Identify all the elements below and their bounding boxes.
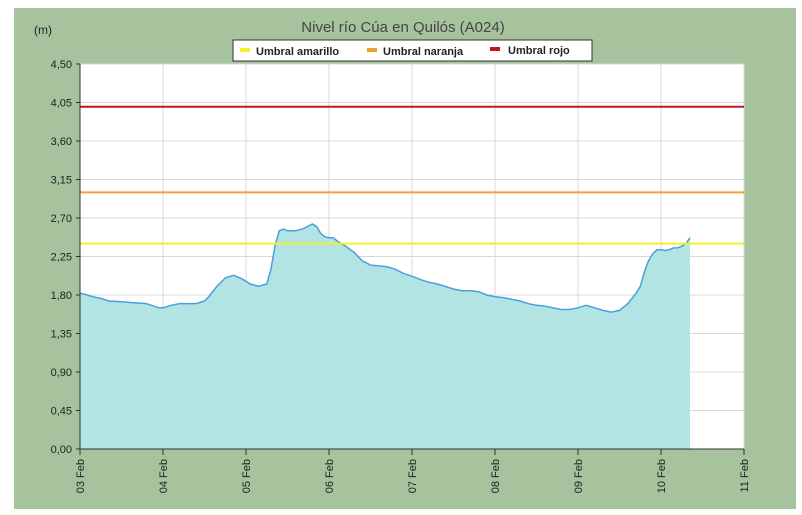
y-tick-label: 3,15	[51, 175, 72, 187]
y-tick-label: 0,90	[51, 367, 72, 379]
legend-swatch-naranja	[367, 48, 377, 52]
x-tick-labels: 03 Feb 04 Feb 05 Feb 06 Feb 07 Feb 08 Feb 09 F…	[75, 459, 751, 493]
legend-label-rojo: Umbral rojo	[508, 45, 570, 57]
y-axis-label: (m)	[34, 23, 52, 37]
legend-box	[232, 39, 593, 62]
x-tick-label: 03 Feb	[75, 459, 87, 493]
chart-title: Nivel río Cúa en Quilós (A024)	[301, 19, 504, 36]
level-line	[79, 223, 691, 313]
legend-swatch-rojo	[490, 47, 500, 51]
x-tick-label: 10 Feb	[656, 459, 668, 493]
x-tick-label: 07 Feb	[407, 459, 419, 493]
x-tick-label: 08 Feb	[490, 459, 502, 493]
y-tick-label: 3,60	[51, 136, 72, 148]
y-tick-label: 4,05	[51, 98, 72, 110]
y-tick-labels: 0,00 0,45 0,90 1,35 1,80 2,25 2,70 3,15 3,60 4,05…	[51, 59, 72, 456]
legend-swatch-amarillo	[240, 48, 250, 52]
x-tick-label: 05 Feb	[241, 459, 253, 493]
axes	[76, 63, 745, 455]
y-tick-label: 1,35	[51, 329, 72, 341]
y-tick-label: 2,70	[51, 213, 72, 225]
level-area-fill	[80, 224, 690, 449]
threshold-lines	[80, 105, 744, 245]
y-tick-label: 1,80	[51, 290, 72, 302]
y-tick-label: 0,45	[51, 406, 72, 418]
y-tick-label: 4,50	[51, 59, 72, 71]
legend: Umbral amarillo Umbral naranja Umbral ro…	[232, 39, 593, 62]
x-tick-label: 06 Feb	[324, 459, 336, 493]
series-area	[79, 223, 691, 449]
legend-label-naranja: Umbral naranja	[383, 46, 464, 58]
x-tick-label: 04 Feb	[158, 459, 170, 493]
legend-label-amarillo: Umbral amarillo	[256, 46, 339, 58]
x-tick-label: 11 Feb	[739, 459, 751, 492]
y-tick-label: 2,25	[51, 252, 72, 264]
x-tick-label: 09 Feb	[573, 459, 585, 493]
y-tick-label: 0,00	[51, 444, 72, 456]
